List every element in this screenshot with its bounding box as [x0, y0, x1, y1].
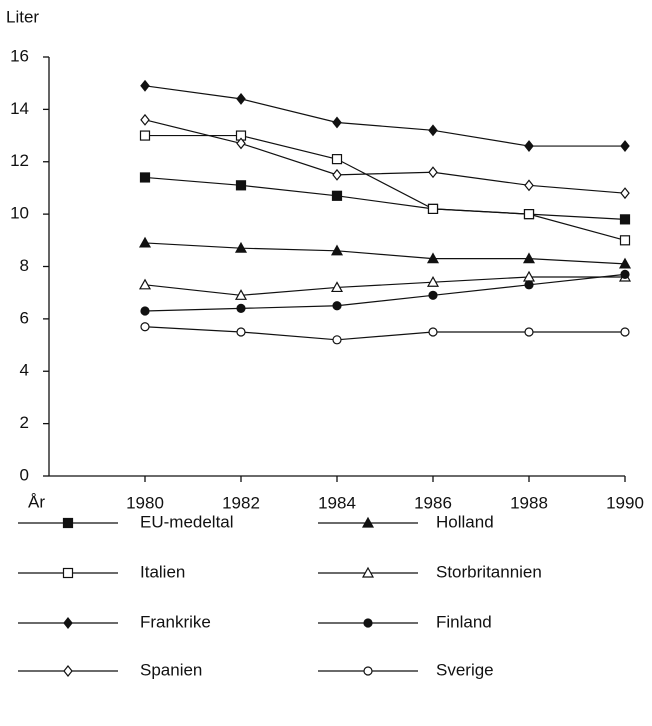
marker: [62, 567, 74, 579]
series-line: [144, 326, 625, 341]
marker: [619, 235, 631, 246]
marker: [332, 116, 342, 129]
marker: [620, 140, 630, 152]
legend-label: EU-medeltal: [140, 512, 234, 531]
x-axis-label: År: [28, 492, 45, 511]
marker: [361, 566, 375, 578]
series-line: [144, 176, 626, 220]
marker: [236, 92, 246, 105]
marker: [428, 290, 438, 300]
y-tick-label: 8: [20, 256, 29, 275]
marker: [363, 618, 373, 628]
marker: [331, 190, 343, 201]
x-tick-label: 1986: [414, 493, 452, 512]
series-line: [144, 242, 626, 265]
x-tick-label: 1988: [510, 493, 548, 512]
marker: [426, 252, 440, 264]
marker: [63, 617, 73, 629]
y-axis-label: Liter: [6, 7, 39, 26]
marker: [428, 327, 438, 337]
y-tick-label: 2: [20, 413, 29, 432]
marker: [524, 140, 534, 152]
marker: [140, 322, 150, 332]
series-line: [144, 119, 626, 194]
marker: [619, 214, 631, 225]
y-tick-label: 16: [10, 46, 29, 65]
marker: [524, 179, 534, 192]
marker: [524, 327, 534, 337]
marker: [428, 124, 438, 137]
marker: [63, 665, 73, 677]
marker: [522, 252, 536, 264]
marker: [234, 241, 248, 253]
legend-label: Sverige: [436, 660, 494, 679]
marker: [140, 306, 150, 316]
marker: [332, 335, 342, 345]
marker: [330, 281, 344, 293]
marker: [138, 278, 152, 290]
marker: [332, 301, 342, 311]
x-tick-label: 1980: [126, 493, 164, 512]
legend-label: Holland: [436, 512, 494, 531]
series-line: [144, 85, 625, 147]
legend-label: Finland: [436, 612, 492, 631]
marker: [523, 209, 535, 220]
x-tick-label: 1982: [222, 493, 260, 512]
marker: [139, 172, 151, 183]
marker: [330, 244, 344, 256]
y-tick-label: 12: [10, 151, 29, 170]
series-line: [145, 134, 626, 241]
marker: [428, 166, 438, 179]
x-tick-label: 1984: [318, 493, 356, 512]
marker: [427, 203, 439, 214]
marker: [620, 187, 630, 200]
marker: [236, 303, 246, 313]
series-line: [144, 273, 626, 312]
legend-label: Storbritannien: [436, 562, 542, 581]
y-tick-label: 0: [20, 465, 29, 484]
marker: [140, 113, 150, 126]
marker: [620, 269, 630, 279]
marker: [138, 236, 152, 248]
y-tick-label: 4: [20, 361, 29, 380]
marker: [524, 280, 534, 290]
legend-label: Italien: [140, 562, 185, 581]
marker: [361, 516, 375, 528]
marker: [618, 257, 632, 269]
marker: [426, 275, 440, 287]
marker: [236, 137, 246, 150]
marker: [235, 180, 247, 191]
legend-label: Spanien: [140, 660, 202, 679]
y-tick-label: 14: [10, 99, 29, 118]
marker: [140, 79, 150, 92]
marker: [234, 289, 248, 300]
series-line: [144, 276, 625, 296]
y-tick-label: 6: [20, 308, 29, 327]
marker: [236, 327, 246, 337]
marker: [620, 327, 630, 337]
y-tick-label: 10: [10, 204, 29, 223]
marker: [363, 666, 373, 676]
marker: [62, 517, 74, 529]
marker: [332, 168, 342, 181]
marker: [139, 130, 151, 141]
legend-label: Frankrike: [140, 612, 211, 631]
x-tick-label: 1990: [606, 493, 644, 512]
marker: [331, 154, 343, 165]
